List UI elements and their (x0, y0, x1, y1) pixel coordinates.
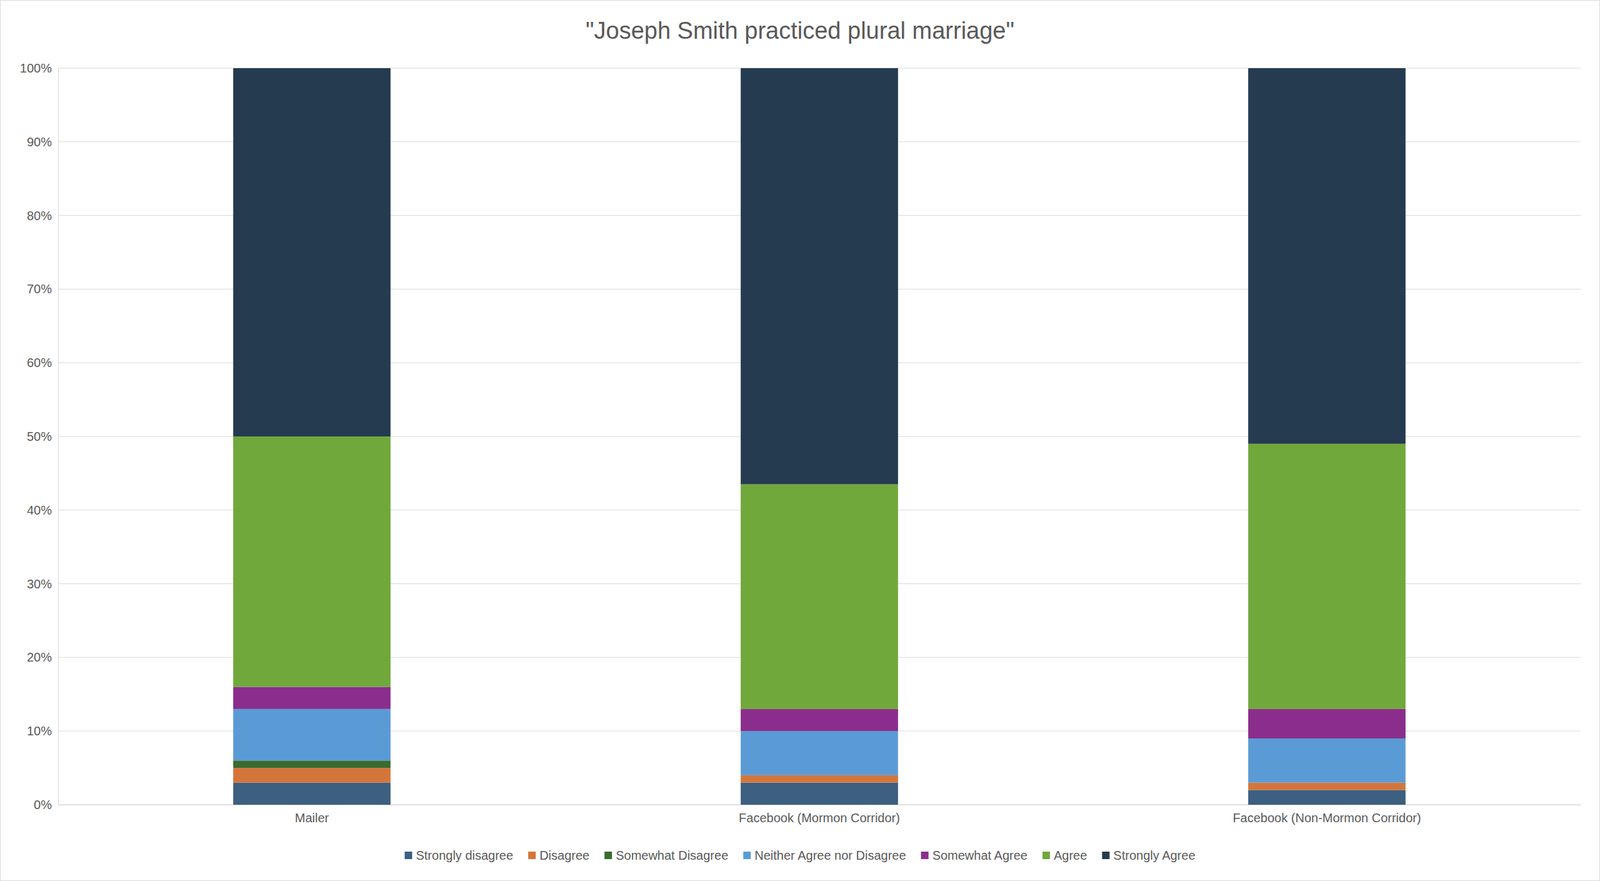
bar-segment (1248, 789, 1406, 805)
legend-swatch (743, 851, 751, 859)
bar-segment (740, 775, 899, 783)
y-tick: 10% (26, 723, 59, 738)
y-tick: 60% (26, 355, 59, 370)
legend-label: Neither Agree nor Disagree (754, 848, 906, 862)
grid (58, 68, 1581, 805)
chart: "Joseph Smith practiced plural marriage"… (0, 0, 1600, 881)
bar-segment (233, 686, 391, 709)
legend-swatch (1042, 851, 1050, 859)
bar-segment (740, 708, 899, 731)
y-tick: 40% (26, 503, 59, 517)
legend-label: Somewhat Agree (932, 848, 1028, 862)
y-tick-label: 50% (26, 429, 52, 444)
legend-label: Somewhat Disagree (615, 848, 729, 862)
y-tick: 0% (33, 797, 59, 812)
bar-segment (1248, 443, 1406, 709)
bars (233, 68, 1406, 805)
legend-label: Disagree (539, 848, 590, 862)
legend-item: Neither Agree nor Disagree (743, 848, 906, 862)
y-tick: 90% (26, 135, 59, 149)
y-axis: 0% 10% 20% 30% 40% 50% 60% 70% 80% 90% 100% (20, 61, 59, 812)
plot: 0% 10% 20% 30% 40% 50% 60% 70% 80% 90% 100% Mailer F… (20, 61, 1582, 825)
y-tick-label: 40% (26, 503, 52, 517)
y-tick-label: 80% (26, 208, 52, 223)
bar-segment (1248, 68, 1406, 444)
y-tick: 80% (26, 208, 59, 223)
bar-segment (1248, 738, 1406, 783)
x-tick: Mailer (295, 804, 330, 825)
legend-swatch (528, 851, 536, 859)
x-axis: Mailer Facebook (Mormon Corridor) Facebook… (58, 804, 1582, 825)
bar-segment (740, 484, 899, 709)
bar-segment (1248, 782, 1406, 790)
y-tick-label: 0% (33, 797, 52, 812)
x-tick-label: Mailer (295, 810, 330, 825)
x-tick-label: Facebook (Mormon Corridor) (738, 810, 900, 825)
x-tick-label: Facebook (Non-Mormon Corridor) (1232, 810, 1421, 825)
x-tick: Facebook (Non-Mormon Corridor) (1232, 804, 1421, 825)
bar-segment (740, 782, 899, 805)
legend-item: Somewhat Agree (921, 848, 1028, 862)
y-tick: 50% (26, 429, 59, 444)
y-tick: 100% (20, 61, 59, 75)
bar-segment (233, 708, 391, 760)
legend-item: Agree (1042, 848, 1087, 862)
legend-item: Somewhat Disagree (604, 848, 729, 862)
legend-label: Strongly disagree (415, 848, 514, 862)
bar-segment (1248, 708, 1406, 739)
chart-border (0, 0, 1600, 881)
y-tick-label: 10% (26, 723, 52, 738)
x-axis-line (58, 804, 1582, 805)
y-tick: 30% (26, 576, 59, 591)
legend: Strongly disagree Disagree Somewhat Disagr… (404, 848, 1195, 862)
bar-segment (233, 436, 391, 687)
legend-swatch (604, 851, 612, 859)
bar-segment (740, 730, 899, 775)
series (233, 760, 391, 768)
series (233, 68, 1406, 485)
legend-swatch (1101, 851, 1110, 859)
y-tick-label: 60% (26, 355, 52, 370)
y-axis-line (58, 68, 59, 805)
legend-label: Agree (1053, 848, 1087, 862)
bar-segment (233, 782, 391, 805)
legend-item: Strongly disagree (404, 848, 514, 862)
series (233, 782, 1406, 805)
bar-segment (233, 760, 391, 768)
title: "Joseph Smith practiced plural marriage" (585, 17, 1015, 44)
bar-segment (233, 767, 391, 783)
bar-segment (233, 68, 391, 437)
bar-segment (740, 68, 899, 485)
legend-item: Disagree (528, 848, 590, 862)
y-tick: 70% (26, 281, 59, 296)
y-tick: 20% (26, 650, 59, 664)
legend-swatch (921, 851, 929, 859)
series (233, 708, 1406, 783)
y-tick-label: 30% (26, 576, 52, 591)
y-tick-label: 70% (26, 281, 52, 296)
legend-label: Strongly Agree (1113, 848, 1195, 862)
legend-item: Strongly Agree (1101, 848, 1195, 862)
y-tick-label: 100% (20, 61, 52, 75)
legend-swatch (404, 851, 412, 859)
y-tick-label: 90% (26, 135, 52, 149)
y-tick-label: 20% (26, 650, 52, 664)
x-tick: Facebook (Mormon Corridor) (738, 804, 900, 825)
